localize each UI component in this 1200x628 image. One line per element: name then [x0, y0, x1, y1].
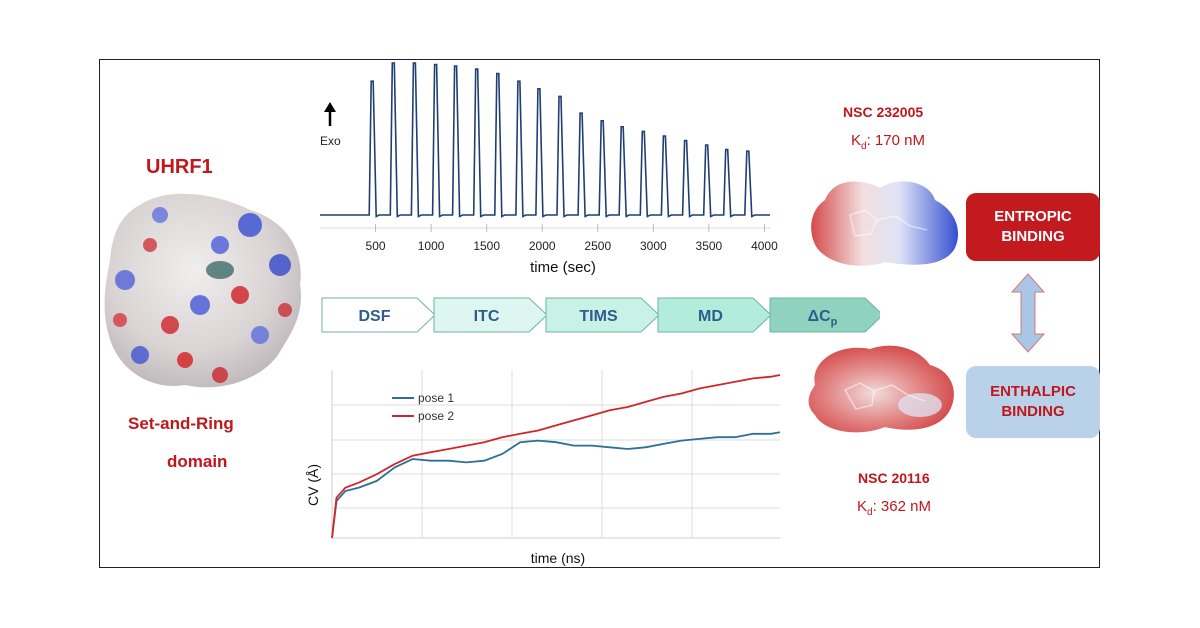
entropic-binding-box: ENTROPIC BINDING [966, 193, 1100, 261]
entropic-line1: ENTROPIC [994, 208, 1072, 225]
domain-label-line1: Set-and-Ring [128, 414, 234, 433]
itc-x-tick-label: 2000 [529, 239, 556, 253]
itc-x-tick-label: 3000 [640, 239, 667, 253]
compound2-kd-sub: d [867, 507, 873, 518]
md-legend: pose 1 pose 2 [392, 391, 454, 423]
exo-label: Exo [320, 134, 341, 148]
pose2-line [331, 374, 781, 539]
workflow-step-label: MD [698, 308, 723, 325]
workflow-step-arrow [657, 297, 772, 333]
itc-x-ticks: 500 1000 1500 2000 2500 3000 3500 4000 [320, 224, 778, 253]
double-arrow-icon [1010, 273, 1046, 353]
itc-xlabel: time (sec) [530, 259, 596, 276]
compound1-kd-label: K [851, 132, 862, 149]
legend-label-pose2: pose 2 [418, 409, 454, 423]
itc-x-tick-label: 3500 [696, 239, 723, 253]
compound1-kd: Kd: 170 nM [851, 132, 925, 152]
pose1-line [331, 431, 781, 539]
compound2-kd-label: K [857, 498, 868, 515]
itc-x-tick-label: 500 [366, 239, 386, 253]
itc-x-tick-label: 1000 [418, 239, 445, 253]
md-grid [331, 370, 780, 539]
itc-trace [320, 62, 770, 218]
md-xlabel: time (ns) [531, 550, 585, 566]
workflow-step-label: ΔCp [808, 308, 838, 328]
protein-name: UHRF1 [146, 156, 213, 178]
enthalpic-line1: ENTHALPIC [990, 383, 1076, 400]
compound2-esp-surface [808, 345, 954, 433]
compound1-kd-sub: d [861, 141, 867, 152]
workflow-step-label: ITC [474, 308, 500, 325]
workflow-step-arrow [769, 297, 880, 333]
compound2-kd: Kd: 362 nM [857, 498, 931, 518]
workflow-step-label: TIMS [579, 308, 618, 325]
itc-x-tick-label: 2500 [584, 239, 611, 253]
protein-surface-image [104, 193, 301, 388]
itc-x-tick-label: 4000 [751, 239, 778, 253]
workflow-step-subscript: p [831, 316, 838, 328]
compound2-kd-value: : 362 nM [872, 498, 931, 515]
md-ylabel: CV (Å) [305, 464, 321, 506]
domain-label-line2: domain [167, 452, 228, 471]
workflow-arrows: DSF ITC TIMS MD ΔCp [321, 297, 880, 333]
exo-arrow-icon [324, 102, 336, 126]
itc-chart: Exo 500 1000 1500 2000 2500 3000 3500 4000 time… [320, 62, 778, 276]
legend-label-pose1: pose 1 [418, 391, 454, 405]
workflow-step-label: DSF [359, 308, 391, 325]
enthalpic-line2: BINDING [1001, 403, 1065, 420]
compound1-name: NSC 232005 [843, 104, 924, 120]
itc-x-tick-label: 1500 [473, 239, 500, 253]
compound1-esp-surface [811, 181, 959, 266]
compound1-kd-value: : 170 nM [866, 132, 925, 149]
workflow-step-arrow [321, 297, 436, 333]
md-chart: CV (Å) pose 1 pose 2 time (ns) [305, 370, 781, 566]
workflow-step-arrow [545, 297, 660, 333]
compound2-name: NSC 20116 [858, 470, 930, 486]
entropic-line2: BINDING [1001, 228, 1065, 245]
md-axes [331, 370, 780, 539]
workflow-step-arrow [433, 297, 548, 333]
enthalpic-binding-box: ENTHALPIC BINDING [966, 366, 1100, 438]
